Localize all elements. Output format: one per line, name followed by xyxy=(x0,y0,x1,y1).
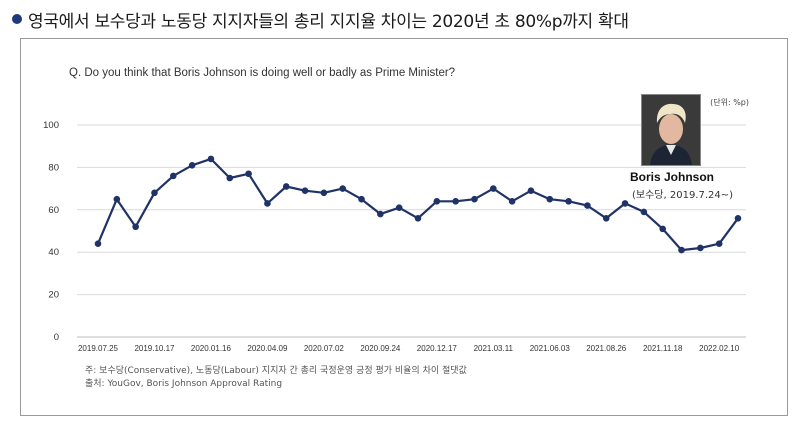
x-tick-label: 2021.11.18 xyxy=(643,344,683,353)
y-tick-label: 80 xyxy=(48,162,59,173)
data-point xyxy=(433,198,441,205)
data-point xyxy=(602,214,610,222)
data-point xyxy=(113,195,121,203)
data-point xyxy=(282,183,290,190)
portrait-icon xyxy=(642,95,700,165)
data-point xyxy=(94,240,102,248)
x-axis-ticks: 2019.07.25 2019.10.17 2020.01.16 2020.04.09… xyxy=(78,344,740,353)
y-tick-label: 0 xyxy=(54,332,59,343)
x-tick-label: 2020.12.17 xyxy=(417,344,458,353)
x-tick-label: 2021.03.11 xyxy=(474,344,514,353)
data-point xyxy=(565,198,572,205)
person-name: Boris Johnson xyxy=(630,170,715,184)
data-point xyxy=(301,187,309,195)
footnote-source: 출처: YouGov, Boris Johnson Approval Ratin… xyxy=(85,379,283,389)
data-point xyxy=(358,195,365,203)
unit-label: (단위: %p) xyxy=(710,98,749,107)
data-point xyxy=(678,246,685,254)
data-point xyxy=(320,189,328,197)
data-point xyxy=(640,208,648,216)
data-point xyxy=(471,195,478,203)
data-point xyxy=(151,189,158,197)
y-tick-label: 20 xyxy=(48,290,59,301)
x-tick-label: 2022.02.10 xyxy=(699,344,740,353)
data-point xyxy=(132,223,139,231)
data-point xyxy=(697,244,704,252)
data-point xyxy=(188,161,196,169)
y-axis-ticks: 0 20 40 60 80 100 xyxy=(43,120,59,343)
data-point xyxy=(621,200,629,207)
x-tick-label: 2019.07.25 xyxy=(78,344,119,353)
chart-panel: Q. Do you think that Boris Johnson is do… xyxy=(20,38,788,416)
x-tick-label: 2020.07.02 xyxy=(304,344,345,353)
footnote: 주: 보수당(Conservative), 노동당(Labour) 지지자 간 … xyxy=(85,365,467,391)
data-point xyxy=(395,204,403,211)
y-tick-label: 100 xyxy=(43,120,59,131)
data-point xyxy=(489,185,497,192)
data-point xyxy=(546,195,554,203)
chart-question: Q. Do you think that Boris Johnson is do… xyxy=(69,67,456,79)
x-tick-label: 2020.09.24 xyxy=(360,344,401,353)
portrait-image xyxy=(641,94,701,166)
point-layer xyxy=(94,155,742,254)
x-tick-label: 2019.10.17 xyxy=(134,344,175,353)
data-point xyxy=(715,240,723,248)
data-point xyxy=(207,155,215,163)
data-point xyxy=(527,187,535,195)
data-point xyxy=(169,172,177,180)
data-point xyxy=(659,225,667,233)
data-point xyxy=(339,185,347,192)
footnote-line-1: 주: 보수당(Conservative), 노동당(Labour) 지지자 간 … xyxy=(85,366,467,376)
x-tick-label: 2021.08.26 xyxy=(586,344,627,353)
data-point xyxy=(245,170,252,178)
x-tick-label: 2021.06.03 xyxy=(530,344,571,353)
x-tick-label: 2020.04.09 xyxy=(247,344,288,353)
data-point xyxy=(452,198,459,205)
line-chart: 0 20 40 60 80 100 2019.07.25 2019.10.17 2020.01… xyxy=(43,120,746,353)
y-tick-label: 60 xyxy=(48,205,59,216)
y-tick-label: 40 xyxy=(48,247,59,258)
bullet-icon xyxy=(12,14,22,24)
headline-text: 영국에서 보수당과 노동당 지지자들의 총리 지지율 차이는 2020년 초 8… xyxy=(28,11,629,32)
data-point xyxy=(226,174,234,182)
data-point xyxy=(508,198,516,205)
data-point xyxy=(377,210,384,218)
data-point xyxy=(414,214,422,222)
data-point xyxy=(264,200,271,207)
person-party-term: (보수당, 2019.7.24~) xyxy=(632,190,734,201)
data-point xyxy=(734,214,742,222)
headline: 영국에서 보수당과 노동당 지지자들의 총리 지지율 차이는 2020년 초 8… xyxy=(12,5,629,33)
data-point xyxy=(584,202,591,209)
x-tick-label: 2020.01.16 xyxy=(191,344,232,353)
